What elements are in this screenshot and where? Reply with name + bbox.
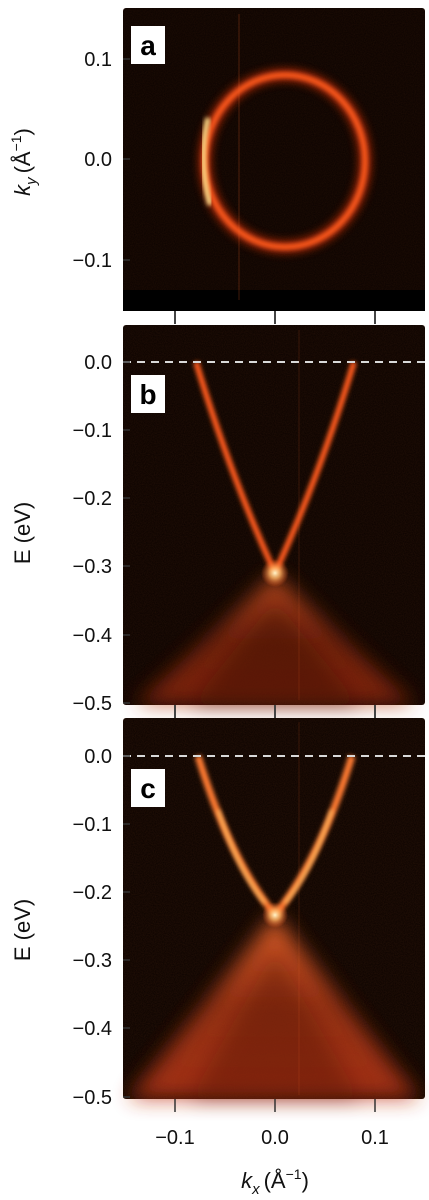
panel-c-letter: c <box>140 773 156 804</box>
panel-b-ytick-label-5: −0.5 <box>73 693 112 715</box>
panel-a-ytick-label-1: 0.0 <box>84 149 112 171</box>
bottom-xtick-label-1: 0.0 <box>261 1127 289 1149</box>
panel-c-ytick-label-0: 0.0 <box>84 746 112 768</box>
panel-a-ylabel: ky(Å−1) <box>8 128 40 196</box>
panel-b-ytick-label-0: 0.0 <box>84 352 112 374</box>
panel-a-noise <box>123 8 425 311</box>
panel-a-letter-box <box>131 26 165 64</box>
panel-c: c 0.0 −0.1 −0.2 −0.3 −0.4 −0.5 E (eV) <box>10 718 425 1109</box>
bottom-xaxis: −0.1 0.0 0.1 kx (Å−1) <box>155 1099 389 1198</box>
bottom-xtick-label-2: 0.1 <box>361 1127 389 1149</box>
bottom-xtick-label-0: −0.1 <box>155 1127 194 1149</box>
bottom-xlabel: kx (Å−1) <box>241 1166 309 1198</box>
ticks-b-c <box>174 705 376 718</box>
panel-b-ytick-label-1: −0.1 <box>73 420 112 442</box>
panel-c-ytick-label-4: −0.4 <box>73 1018 112 1040</box>
panel-c-ylabel: E (eV) <box>10 899 35 961</box>
panel-b-left-dirac-branch <box>193 361 278 575</box>
panel-b-letter-box <box>131 375 165 413</box>
fermi-surface-bright-arc <box>201 117 213 206</box>
panel-b-ytick-label-2: −0.2 <box>73 488 112 510</box>
panel-a-yticks: 0.1 0.0 −0.1 <box>73 49 130 272</box>
panel-b-yticks: 0.0 −0.1 −0.2 −0.3 −0.4 −0.5 <box>73 352 130 715</box>
ticks-a-b <box>174 311 376 324</box>
panel-a-letter: a <box>140 30 156 61</box>
panel-b-noise <box>123 325 425 705</box>
panel-a-bottom-band <box>123 290 425 311</box>
panel-a-ytick-label-2: −0.1 <box>73 250 112 272</box>
panel-a-ytick-label-0: 0.1 <box>84 49 112 71</box>
panel-c-right-bright-segment <box>283 809 334 904</box>
panel-a: a 0.1 0.0 −0.1 ky(Å−1) <box>8 8 425 311</box>
panel-b-dirac-point <box>261 559 289 587</box>
panel-c-valence-inner <box>190 950 360 1099</box>
panel-b-ytick-label-4: −0.4 <box>73 625 112 647</box>
panel-c-yticks: 0.0 −0.1 −0.2 −0.3 −0.4 −0.5 <box>73 746 130 1109</box>
panel-b-ylabel: E (eV) <box>10 502 35 564</box>
panel-b-ytick-label-3: −0.3 <box>73 556 112 578</box>
panel-c-left-bright-segment <box>216 809 267 904</box>
panel-b-right-dirac-branch <box>272 361 357 575</box>
panel-b-valence-inner <box>190 600 360 705</box>
panel-c-ytick-label-2: −0.2 <box>73 882 112 904</box>
panel-b: b 0.0 −0.1 −0.2 −0.3 −0.4 −0.5 E (eV) <box>10 325 425 715</box>
panel-c-ytick-label-3: −0.3 <box>73 950 112 972</box>
panel-b-letter: b <box>139 379 156 410</box>
panel-c-letter-box <box>131 769 165 807</box>
panel-c-ytick-label-1: −0.1 <box>73 814 112 836</box>
panel-c-ytick-label-5: −0.5 <box>73 1087 112 1109</box>
panel-c-dirac-point <box>262 902 288 928</box>
